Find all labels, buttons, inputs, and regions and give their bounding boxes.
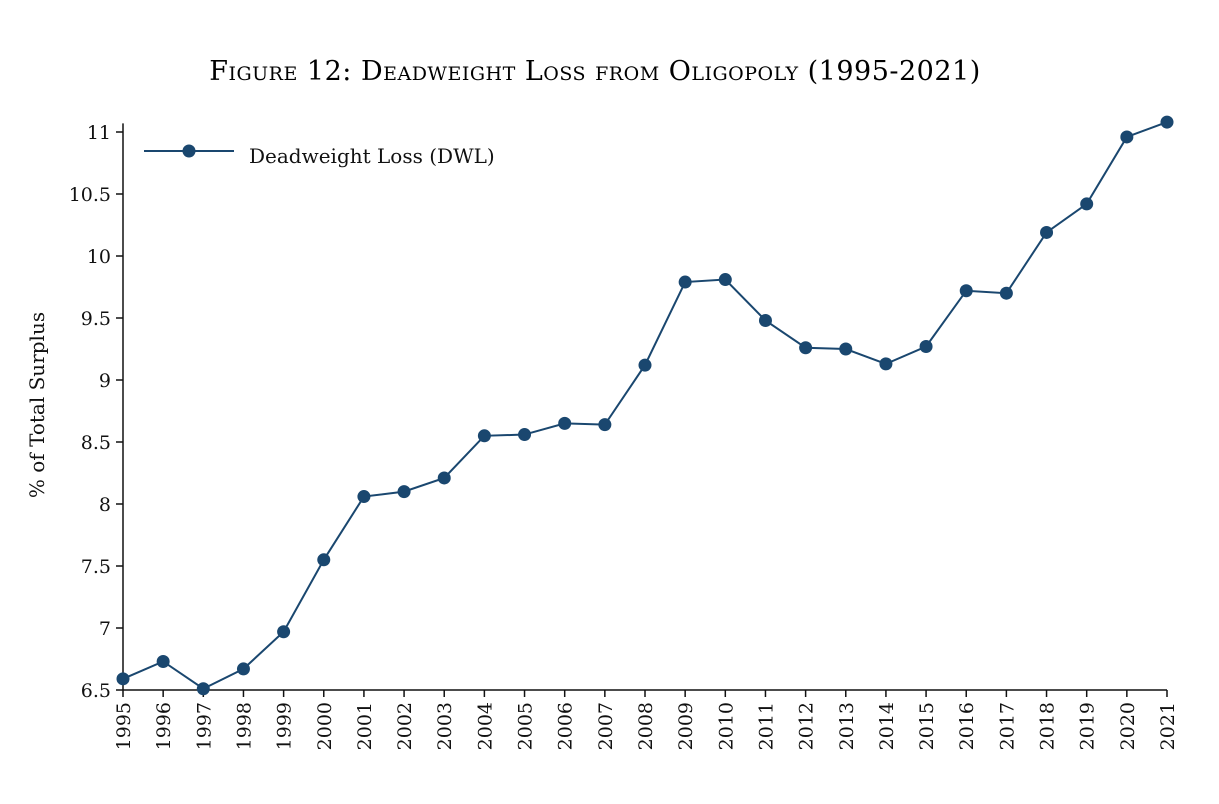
y-tick-label: 7.5 bbox=[81, 556, 111, 578]
data-point bbox=[879, 357, 893, 371]
y-axis: 6.5 7 7.5 8 8.5 9 9.5 10 10.5 11 bbox=[69, 122, 124, 702]
x-tick-label: 2012 bbox=[796, 702, 818, 750]
y-tick-label: 9.5 bbox=[81, 308, 111, 330]
data-point bbox=[758, 313, 772, 327]
y-tick-label: 7 bbox=[99, 618, 111, 640]
data-point bbox=[598, 418, 612, 432]
series-group bbox=[116, 115, 1174, 696]
x-tick-label: 2021 bbox=[1157, 702, 1179, 750]
x-tick-label: 2011 bbox=[755, 702, 777, 750]
legend-marker-swatch bbox=[182, 144, 196, 158]
y-axis-label: % of Total Surplus bbox=[25, 312, 49, 498]
x-tick-label: 2015 bbox=[916, 702, 938, 750]
data-point bbox=[1160, 115, 1174, 129]
x-tick-label: 1999 bbox=[274, 702, 296, 750]
series-line bbox=[122, 121, 1168, 690]
y-tick-label: 8 bbox=[99, 494, 111, 516]
y-tick-label: 8.5 bbox=[81, 432, 111, 454]
data-point bbox=[959, 284, 973, 298]
data-point bbox=[919, 340, 933, 354]
legend-label: Deadweight Loss (DWL) bbox=[249, 144, 495, 168]
data-point bbox=[1080, 197, 1094, 211]
data-point bbox=[116, 672, 130, 686]
x-tick-label: 2003 bbox=[434, 702, 456, 750]
data-point bbox=[236, 662, 250, 676]
x-tick-label: 1998 bbox=[233, 702, 255, 750]
data-point bbox=[1040, 225, 1054, 239]
data-point bbox=[357, 490, 371, 504]
data-point bbox=[799, 341, 813, 355]
data-point bbox=[678, 275, 692, 289]
x-tick-label: 2007 bbox=[595, 702, 617, 750]
x-tick-label: 2009 bbox=[675, 702, 697, 750]
data-point bbox=[277, 625, 291, 639]
data-point bbox=[156, 654, 170, 668]
x-tick-label: 1996 bbox=[153, 702, 175, 750]
y-tick-label: 11 bbox=[87, 122, 111, 144]
x-tick-label: 2005 bbox=[515, 702, 537, 750]
data-point bbox=[437, 471, 451, 485]
x-tick-label: 2014 bbox=[876, 702, 898, 750]
x-tick-label: 2016 bbox=[956, 702, 978, 750]
x-tick-label: 2001 bbox=[354, 702, 376, 750]
x-tick-label: 2004 bbox=[474, 702, 496, 750]
data-point bbox=[718, 273, 732, 287]
data-point bbox=[638, 358, 652, 372]
data-point bbox=[196, 682, 210, 696]
chart-title: Figure 12: Deadweight Loss from Oligopol… bbox=[209, 56, 981, 87]
x-tick-label: 2006 bbox=[555, 702, 577, 750]
data-point bbox=[558, 416, 572, 430]
x-axis: 1995 1996 1997 1998 1999 2000 2001 2002 2003 2004… bbox=[113, 689, 1179, 750]
x-tick-label: 2018 bbox=[1037, 702, 1059, 750]
x-tick-label: 2020 bbox=[1117, 702, 1139, 750]
x-tick-label: 1997 bbox=[193, 702, 215, 750]
x-tick-label: 2017 bbox=[996, 702, 1018, 750]
x-tick-label: 2002 bbox=[394, 702, 416, 750]
data-point bbox=[1120, 130, 1134, 144]
data-point bbox=[518, 428, 532, 442]
y-tick-label: 9 bbox=[99, 370, 111, 392]
data-point bbox=[477, 429, 491, 443]
legend: Deadweight Loss (DWL) bbox=[144, 144, 495, 168]
x-tick-label: 2013 bbox=[836, 702, 858, 750]
y-tick-label: 10.5 bbox=[69, 184, 111, 206]
x-tick-label: 2008 bbox=[635, 702, 657, 750]
data-point bbox=[999, 286, 1013, 300]
x-tick-label: 2000 bbox=[314, 702, 336, 750]
x-tick-label: 2010 bbox=[715, 702, 737, 750]
data-point bbox=[317, 553, 331, 567]
x-tick-label: 2019 bbox=[1077, 702, 1099, 750]
y-tick-label: 6.5 bbox=[81, 680, 111, 702]
y-tick-label: 10 bbox=[87, 246, 111, 268]
data-point bbox=[839, 342, 853, 356]
x-tick-label: 1995 bbox=[113, 702, 135, 750]
data-point bbox=[397, 485, 411, 499]
